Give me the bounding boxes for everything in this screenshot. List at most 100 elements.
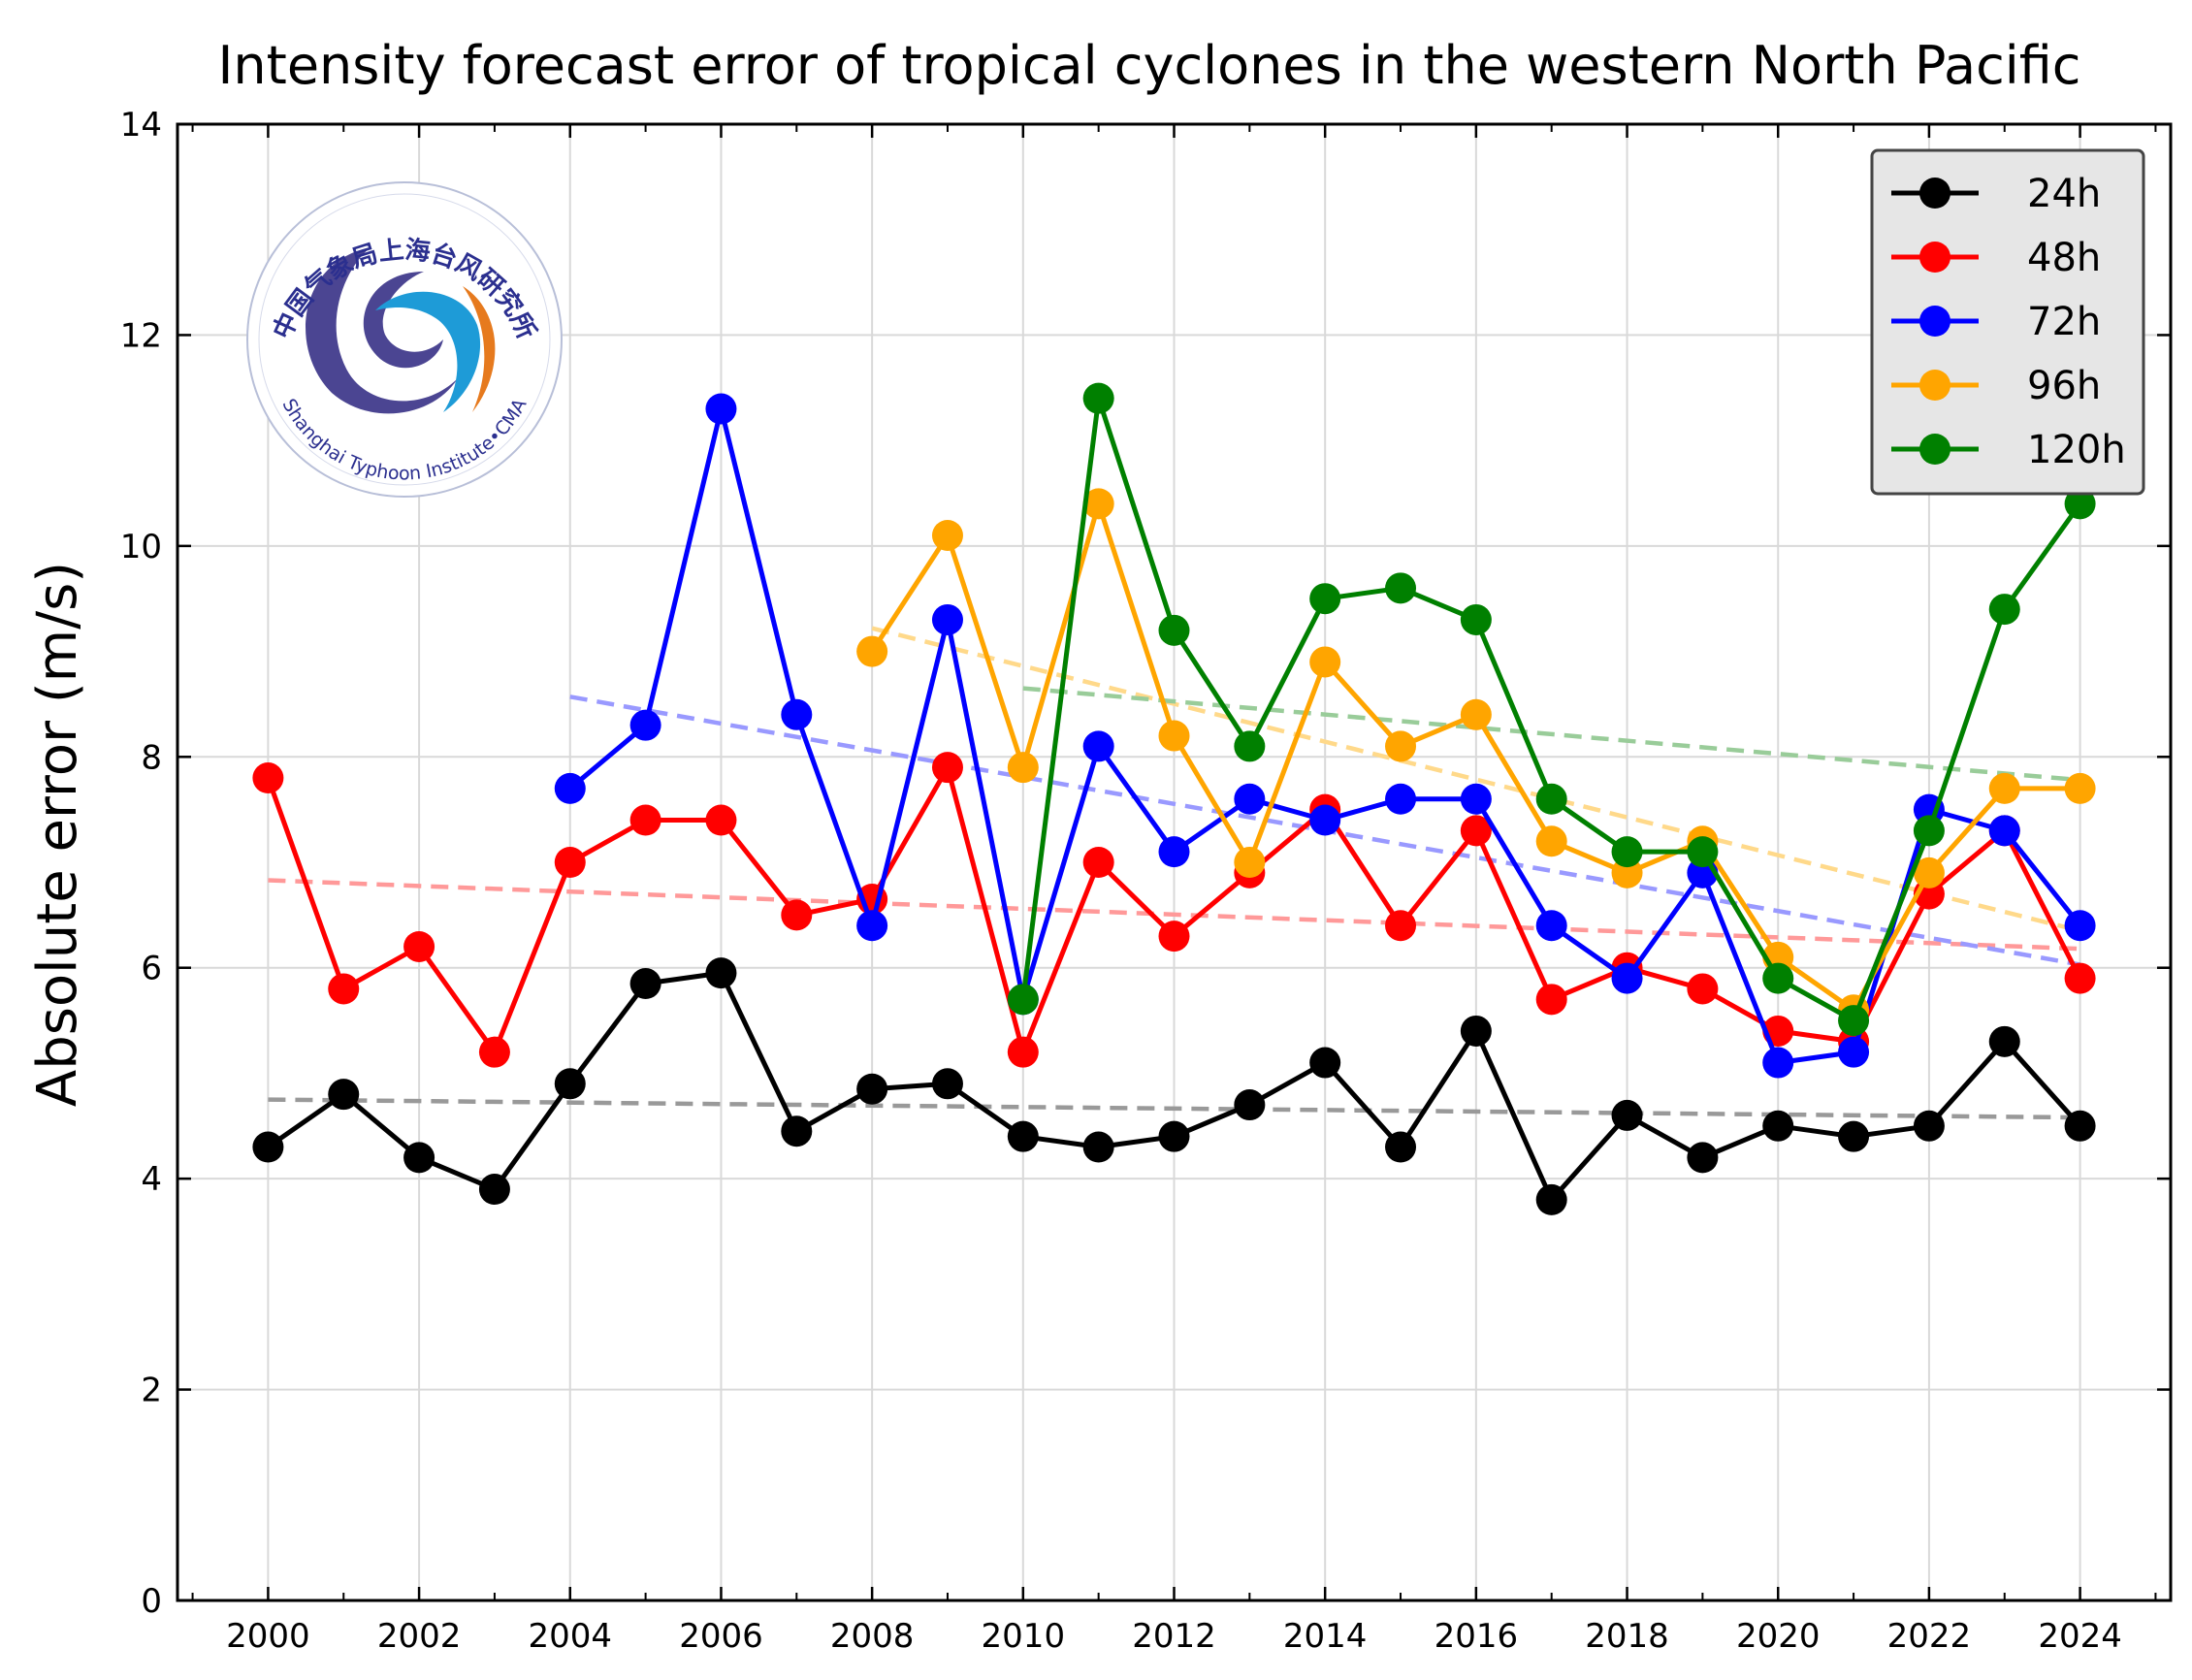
data-point-24h — [1158, 1120, 1190, 1152]
data-point-96h — [1234, 847, 1266, 878]
data-point-72h — [1234, 783, 1266, 815]
data-point-24h — [1687, 1142, 1719, 1174]
typhoon-swirl-icon — [306, 247, 496, 414]
data-point-48h — [931, 752, 963, 784]
legend-entry-120h: 120h — [1891, 428, 2126, 472]
data-point-96h — [1385, 730, 1417, 762]
logo-inner-ring — [258, 193, 551, 486]
data-point-48h — [1535, 984, 1567, 1016]
data-point-24h — [781, 1115, 813, 1147]
x-tick-label: 2014 — [1283, 1617, 1368, 1656]
data-point-24h — [478, 1174, 510, 1206]
data-point-120h — [1762, 962, 1794, 994]
series-layer — [252, 382, 2096, 1215]
data-point-72h — [1762, 1047, 1794, 1079]
data-point-24h — [2064, 1110, 2096, 1142]
data-point-48h — [1007, 1036, 1039, 1068]
y-tick-label: 4 — [141, 1160, 162, 1199]
data-point-72h — [1309, 804, 1341, 836]
data-point-72h — [554, 772, 586, 804]
data-point-72h — [1385, 783, 1417, 815]
data-point-24h — [856, 1073, 888, 1105]
trend-line-120h — [1022, 686, 2080, 783]
data-point-24h — [403, 1142, 435, 1174]
data-point-24h — [1007, 1120, 1039, 1152]
data-point-72h — [1158, 836, 1190, 868]
data-point-48h — [1158, 921, 1190, 953]
data-point-48h — [478, 1036, 510, 1068]
x-tick-label: 2018 — [1585, 1617, 1669, 1656]
x-tick-label: 2024 — [2038, 1617, 2122, 1656]
x-tick-label: 2008 — [830, 1617, 915, 1656]
data-point-48h — [252, 762, 284, 794]
data-point-120h — [1007, 984, 1039, 1016]
data-point-72h — [1838, 1036, 1870, 1068]
data-point-120h — [2064, 488, 2096, 520]
data-point-96h — [1535, 825, 1567, 857]
data-point-24h — [252, 1131, 284, 1163]
y-tick-label: 8 — [141, 738, 162, 777]
legend-swatch-marker — [1919, 434, 1950, 465]
data-point-72h — [705, 393, 737, 425]
data-point-48h — [781, 899, 813, 931]
data-point-72h — [931, 603, 963, 635]
data-point-72h — [629, 709, 661, 741]
y-tick-label: 6 — [141, 950, 162, 988]
data-point-24h — [1082, 1131, 1114, 1163]
data-point-24h — [1988, 1025, 2020, 1057]
x-tick-label: 2012 — [1132, 1617, 1216, 1656]
y-tick-label: 14 — [120, 106, 162, 145]
x-tick-label: 2020 — [1736, 1617, 1821, 1656]
data-point-24h — [1385, 1131, 1417, 1163]
legend-entry-96h: 96h — [1891, 364, 2101, 408]
data-point-120h — [1158, 614, 1190, 646]
legend-box — [1870, 148, 2145, 496]
data-point-48h — [403, 930, 435, 962]
legend-entry-72h: 72h — [1891, 300, 2101, 344]
data-point-120h — [1611, 836, 1643, 868]
data-point-24h — [1913, 1110, 1945, 1142]
data-point-120h — [1988, 594, 2020, 626]
data-point-96h — [1158, 720, 1190, 752]
legend-label: 24h — [2027, 172, 2101, 216]
data-point-120h — [1234, 730, 1266, 762]
data-point-24h — [629, 968, 661, 1000]
x-tick-label: 2022 — [1887, 1617, 1972, 1656]
x-tick-label: 2004 — [529, 1617, 613, 1656]
chart-title: Intensity forecast error of tropical cyc… — [218, 35, 2081, 96]
data-point-120h — [1913, 815, 1945, 847]
y-axis-title: Absolute error (m/s) — [26, 562, 89, 1107]
axes: 2000 2002 2004 2006 2008 2010 2012 2014 2016 2018… — [120, 106, 2173, 1656]
data-point-48h — [554, 847, 586, 878]
trend-line-96h — [871, 626, 2081, 933]
legend-swatch-marker — [1919, 306, 1950, 337]
data-point-48h — [705, 804, 737, 836]
data-point-96h — [931, 519, 963, 551]
data-point-24h — [1234, 1089, 1266, 1121]
data-point-96h — [2064, 772, 2096, 804]
data-point-24h — [1535, 1183, 1567, 1215]
data-point-96h — [1309, 646, 1341, 678]
y-tick-label: 2 — [141, 1372, 162, 1410]
data-point-24h — [1460, 1015, 1492, 1047]
y-tick-label: 10 — [120, 528, 162, 566]
y-tick-label: 0 — [141, 1582, 162, 1621]
data-point-120h — [1309, 583, 1341, 615]
data-point-120h — [1687, 836, 1719, 868]
institute-logo: 中国气象局上海台风研究所 Shanghai Typhoon Institute•… — [246, 181, 563, 498]
data-point-48h — [1460, 815, 1492, 847]
data-point-24h — [328, 1079, 360, 1111]
data-point-72h — [2064, 910, 2096, 942]
data-point-96h — [1082, 488, 1114, 520]
x-tick-label: 2016 — [1434, 1617, 1519, 1656]
data-point-96h — [856, 635, 888, 667]
x-tick-label: 2010 — [982, 1617, 1066, 1656]
data-point-96h — [1007, 752, 1039, 784]
x-tick-label: 2002 — [377, 1617, 462, 1656]
data-point-48h — [328, 973, 360, 1005]
logo-ring — [246, 181, 563, 498]
data-point-24h — [1611, 1099, 1643, 1131]
data-point-72h — [781, 698, 813, 730]
legend: 24h 48h 72h 96h 120h — [1870, 148, 2145, 496]
legend-label: 48h — [2027, 236, 2101, 280]
